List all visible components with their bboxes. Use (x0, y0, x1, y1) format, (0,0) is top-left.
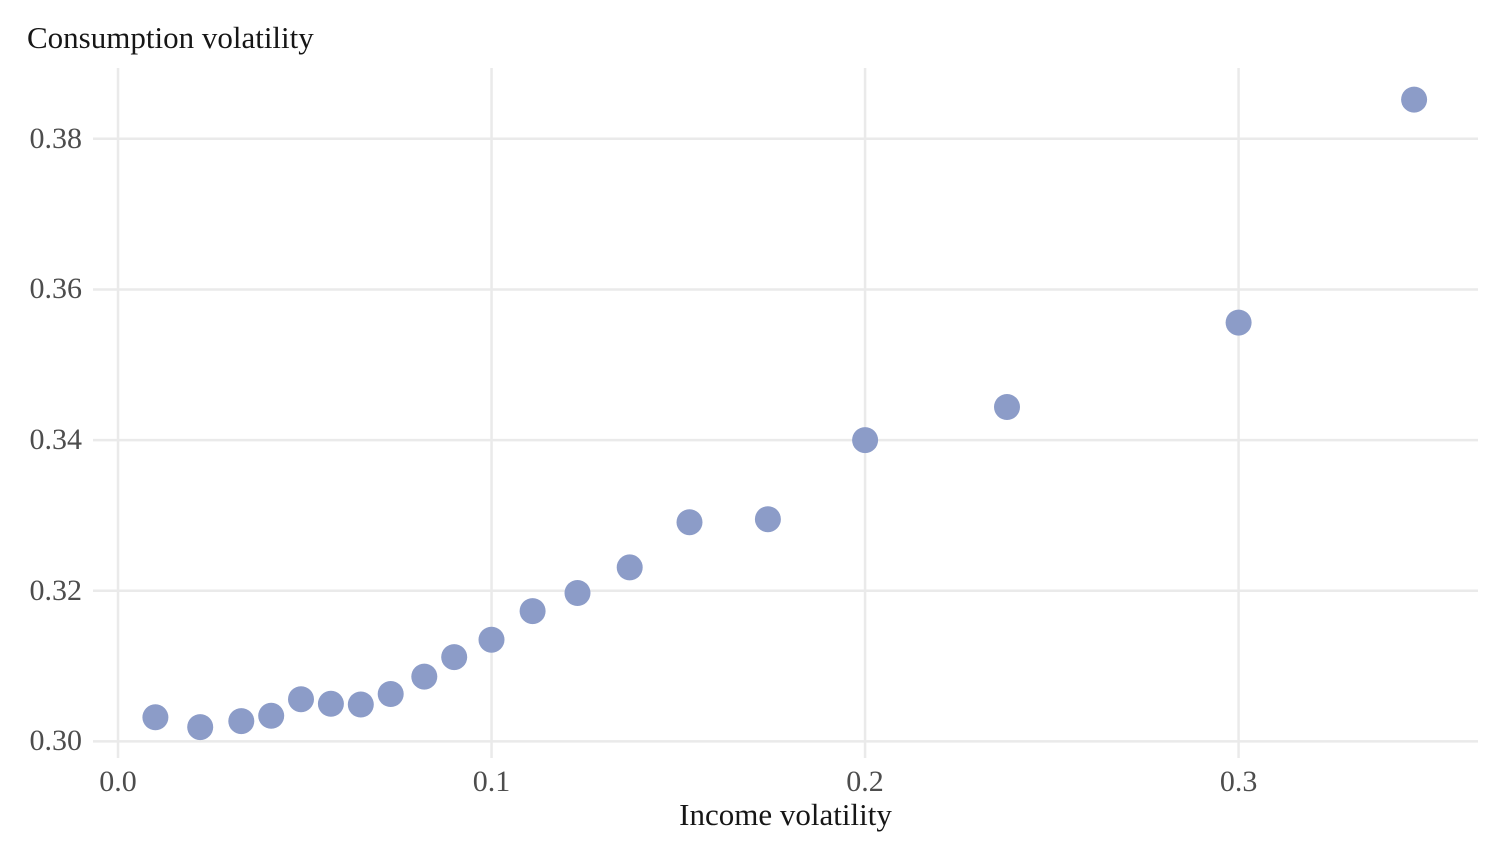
y-tick-label: 0.34 (29, 423, 83, 457)
data-point (994, 394, 1020, 420)
data-point (258, 702, 285, 729)
x-tick-label: 0.3 (1219, 765, 1258, 798)
data-point (228, 708, 255, 735)
y-tick-label: 0.30 (29, 724, 83, 758)
data-point (676, 509, 703, 536)
x-tick-label: 0.1 (472, 765, 511, 798)
data-point (411, 663, 438, 690)
y-tick-label: 0.32 (29, 573, 83, 607)
x-axis-title: Income volatility (679, 797, 892, 832)
data-point (852, 427, 879, 454)
data-point (441, 644, 468, 671)
data-point (616, 554, 643, 581)
data-point (754, 506, 781, 533)
data-point (317, 690, 344, 717)
data-point (519, 598, 546, 625)
x-tick-label: 0.2 (846, 765, 884, 798)
data-point (187, 714, 214, 741)
data-point (377, 681, 404, 707)
x-tick-label: 0.0 (99, 765, 137, 798)
y-tick-label: 0.36 (29, 272, 83, 306)
data-point (347, 691, 374, 718)
data-point (564, 580, 591, 606)
y-axis-title: Consumption volatility (27, 20, 314, 55)
data-point (478, 626, 505, 653)
data-point (1401, 86, 1428, 113)
data-point (142, 704, 169, 731)
y-tick-label: 0.38 (29, 121, 83, 155)
data-point (1225, 309, 1252, 336)
data-point (288, 686, 314, 713)
